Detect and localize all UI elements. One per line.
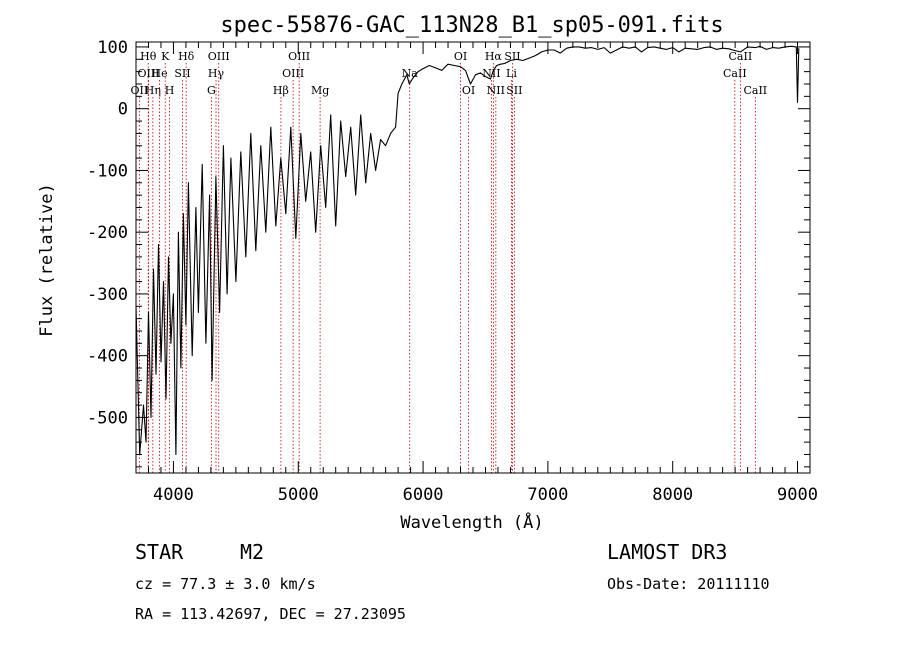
spectral-line-label: H	[165, 84, 175, 97]
y-tick-label: -200	[87, 223, 128, 243]
spectral-line-label: Hθ	[140, 50, 157, 63]
x-tick-label: 8000	[652, 485, 693, 505]
y-tick-label: 100	[97, 38, 128, 58]
spectral-line-label: OIII	[282, 67, 304, 80]
spectral-line-label: Hβ	[273, 84, 289, 97]
spectral-line-label: OIII	[288, 50, 310, 63]
chart-title: spec-55876-GAC_113N28_B1_sp05-091.fits	[220, 13, 723, 38]
y-tick-label: 0	[118, 100, 128, 120]
x-tick-label: 5000	[278, 485, 319, 505]
spectral-line-label: G	[207, 84, 216, 97]
ra-dec-readout: RA = 113.42697, DEC = 27.23095	[135, 605, 406, 623]
spectral-line-label: Li	[506, 67, 517, 80]
spectral-line-label: Hη	[145, 84, 161, 97]
x-tick-label: 4000	[153, 485, 194, 505]
x-tick-label: 9000	[777, 485, 818, 505]
spectral-line-label: OIII	[208, 50, 230, 63]
spectral-line-label: CaII	[743, 84, 767, 97]
spectral-line-label: NII	[487, 84, 505, 97]
spectral-line-label: OIII	[137, 67, 159, 80]
spectral-line-label: Hγ	[208, 67, 225, 80]
spectral-line-label: OI	[462, 84, 475, 97]
spectrum-series-flux	[135, 45, 800, 456]
spectral-line-label: SII	[174, 67, 190, 80]
obs-date: Obs-Date: 20111110	[607, 575, 770, 593]
object-subclass: M2	[240, 540, 264, 564]
x-tick-label: 7000	[527, 485, 568, 505]
spectral-line-label: Mg	[311, 84, 329, 97]
spectral-lines-layer: OII Hθ OIII Hη He K H SII Hδ G Hγ OIII Hβ OIII OIII Mg N…	[131, 50, 767, 473]
spectral-line-label: Hα	[485, 50, 503, 63]
spectral-line-label: K	[161, 50, 170, 63]
spectral-line-label: NII	[482, 67, 500, 80]
object-class: STAR	[135, 540, 184, 564]
spectral-line-label: SII	[506, 84, 522, 97]
spectral-line-label: OII	[131, 84, 149, 97]
spectral-line-label: Na	[402, 67, 419, 80]
y-tick-label: -100	[87, 161, 128, 181]
spectral-line-label: CaII	[729, 50, 753, 63]
spectrum-layer	[135, 45, 800, 456]
x-tick-label: 6000	[403, 485, 444, 505]
y-tick-label: -400	[87, 347, 128, 367]
spectral-line-label: SII	[504, 50, 520, 63]
y-tick-label: -500	[87, 408, 128, 428]
spectral-line-label: OI	[454, 50, 467, 63]
spectral-line-label: CaII	[723, 67, 747, 80]
spectral-line-label: He	[152, 67, 168, 80]
survey-label: LAMOST DR3	[607, 540, 727, 564]
y-tick-label: -300	[87, 285, 128, 305]
x-axis-label: Wavelength (Å)	[400, 511, 543, 533]
redshift-readout: cz = 77.3 ± 3.0 km/s	[135, 575, 316, 593]
axes: 4000 5000 6000 7000 8000 9000 -500 -400 -300 -200…	[87, 38, 818, 505]
spectral-line-label: Hδ	[178, 50, 195, 63]
y-axis-label: Flux (relative)	[37, 183, 57, 337]
